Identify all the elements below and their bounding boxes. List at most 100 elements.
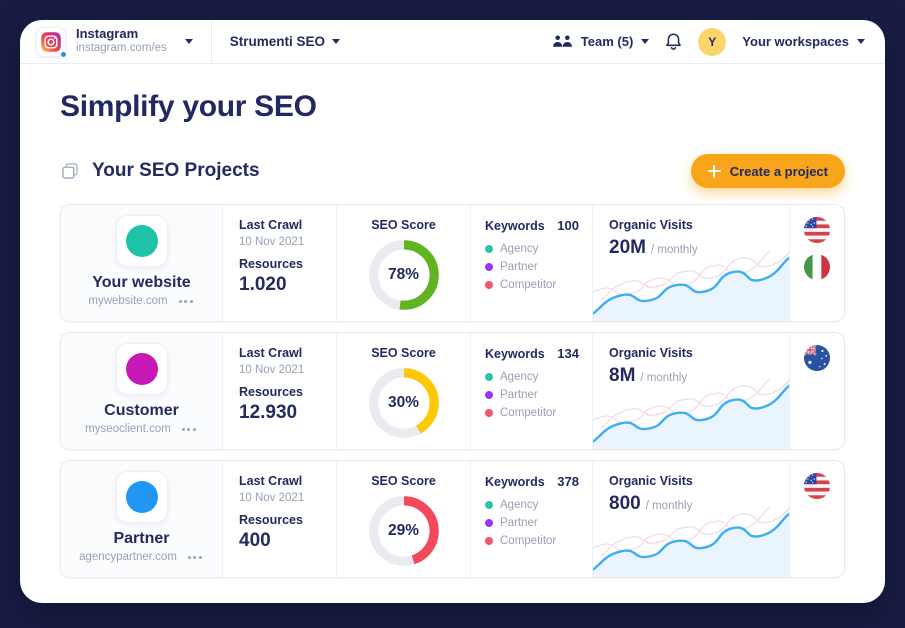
crawl-cell: Last Crawl 10 Nov 2021 Resources 400 <box>222 461 336 577</box>
keywords-count: 100 <box>557 218 579 233</box>
seo-tools-label: Strumenti SEO <box>229 34 326 49</box>
legend-item-competitor: Competitor <box>485 407 579 419</box>
agency-dot-icon <box>485 245 493 253</box>
seo-score-label: SEO Score <box>371 346 436 360</box>
score-arc <box>368 240 439 310</box>
seo-score-label: SEO Score <box>371 474 436 488</box>
seo-score-donut: 29% <box>367 494 441 568</box>
agency-dot-icon <box>485 373 493 381</box>
project-logo-tile <box>115 343 168 395</box>
monthly-suffix: / monthly <box>645 500 693 512</box>
site-domain: instagram.com/es <box>76 42 167 55</box>
project-card[interactable]: Customer myseoclient.com Last Crawl 10 N… <box>60 332 845 450</box>
seo-tools-menu[interactable]: Strumenti SEO <box>229 34 341 49</box>
avatar[interactable]: Y <box>698 27 727 56</box>
visits-sparkline <box>593 506 789 577</box>
project-card[interactable]: Partner agencypartner.com Last Crawl 10 … <box>60 460 845 578</box>
workspaces-menu[interactable]: Your workspaces <box>742 34 865 49</box>
topbar-divider <box>210 20 212 64</box>
flag-it-icon <box>804 254 830 280</box>
project-card[interactable]: Your website mywebsite.com Last Crawl 10… <box>60 204 845 322</box>
create-project-button[interactable]: Create a project <box>690 154 845 188</box>
topbar: Instagram instagram.com/es Strumenti SEO <box>20 20 885 64</box>
last-crawl-label: Last Crawl <box>239 346 303 360</box>
score-arc <box>368 496 439 566</box>
site-name: Instagram <box>76 26 139 42</box>
last-crawl-date: 10 Nov 2021 <box>239 492 305 504</box>
online-badge <box>59 49 68 59</box>
last-crawl-date: 10 Nov 2021 <box>239 236 305 248</box>
keywords-cell: Keywords 378 Agency Partner <box>470 461 592 577</box>
project-domain: myseoclient.com <box>85 423 171 435</box>
legend-item-partner: Partner <box>485 517 579 529</box>
legend-item-agency: Agency <box>485 243 579 255</box>
team-icon <box>552 35 572 47</box>
seo-score-value: 29% <box>387 522 420 539</box>
resources-label: Resources <box>239 513 303 527</box>
legend-item-partner: Partner <box>485 389 579 401</box>
project-menu-button[interactable] <box>186 553 204 562</box>
crawl-cell: Last Crawl 10 Nov 2021 Resources 1.020 <box>222 205 336 321</box>
project-menu-button[interactable] <box>180 425 198 434</box>
project-name: Customer <box>104 402 179 419</box>
organic-visits-cell: Organic Visits 20M / monthly <box>592 205 789 321</box>
keywords-cell: Keywords 100 Agency Partner <box>470 205 592 321</box>
competitor-dot-icon <box>485 409 493 417</box>
organic-visits-value: 8M <box>609 365 636 386</box>
seo-score-donut: 30% <box>367 366 441 440</box>
partner-dot-icon <box>485 519 493 527</box>
project-name: Partner <box>113 530 170 547</box>
workspaces-label: Your workspaces <box>742 34 849 49</box>
notifications-button[interactable] <box>665 32 682 51</box>
project-color-dot <box>125 225 158 257</box>
agency-dot-icon <box>485 501 493 509</box>
section-title: Your SEO Projects <box>92 160 260 181</box>
flag-au-icon <box>804 345 830 371</box>
resources-label: Resources <box>239 257 303 271</box>
project-color-dot <box>125 353 158 385</box>
keywords-cell: Keywords 134 Agency Partner <box>470 333 592 449</box>
flags-list <box>789 461 844 577</box>
create-project-label: Create a project <box>729 163 828 179</box>
flag-us-icon <box>804 473 830 499</box>
bell-icon <box>666 33 682 50</box>
chevron-down-icon <box>184 39 193 44</box>
keywords-count: 378 <box>557 474 579 489</box>
flags-list <box>789 205 844 321</box>
keywords-label: Keywords <box>485 347 545 361</box>
team-label: Team (5) <box>580 34 634 49</box>
site-selector[interactable]: Instagram instagram.com/es <box>36 26 193 59</box>
legend-item-competitor: Competitor <box>485 535 579 547</box>
project-identity-cell: Customer myseoclient.com <box>61 333 222 449</box>
page-title: Simplify your SEO <box>60 90 317 123</box>
keywords-count: 134 <box>557 346 579 361</box>
visits-sparkline <box>593 250 789 321</box>
resources-label: Resources <box>239 385 303 399</box>
projects-list: Your website mywebsite.com Last Crawl 10… <box>60 204 845 578</box>
project-logo-tile <box>115 471 168 523</box>
app-panel: Instagram instagram.com/es Strumenti SEO <box>20 20 885 603</box>
keywords-label: Keywords <box>485 219 545 233</box>
project-menu-button[interactable] <box>177 297 195 306</box>
last-crawl-date: 10 Nov 2021 <box>239 364 305 376</box>
chevron-down-icon <box>332 39 341 44</box>
seo-score-cell: SEO Score 29% <box>336 461 470 577</box>
project-domain: agencypartner.com <box>79 551 177 563</box>
crawl-cell: Last Crawl 10 Nov 2021 Resources 12.930 <box>222 333 336 449</box>
team-menu[interactable]: Team (5) <box>552 34 650 49</box>
monthly-suffix: / monthly <box>640 372 688 384</box>
organic-visits-value: 800 <box>609 493 641 514</box>
organic-visits-label: Organic Visits <box>609 218 693 232</box>
seo-score-label: SEO Score <box>371 218 436 232</box>
plus-icon <box>707 164 721 178</box>
legend-item-agency: Agency <box>485 499 579 511</box>
organic-visits-label: Organic Visits <box>609 346 693 360</box>
score-arc <box>368 368 439 438</box>
competitor-dot-icon <box>485 281 493 289</box>
legend-item-partner: Partner <box>485 261 579 273</box>
last-crawl-label: Last Crawl <box>239 474 303 488</box>
resources-value: 1.020 <box>239 274 287 295</box>
competitor-dot-icon <box>485 537 493 545</box>
flags-list <box>789 333 844 449</box>
seo-score-value: 78% <box>387 266 420 283</box>
